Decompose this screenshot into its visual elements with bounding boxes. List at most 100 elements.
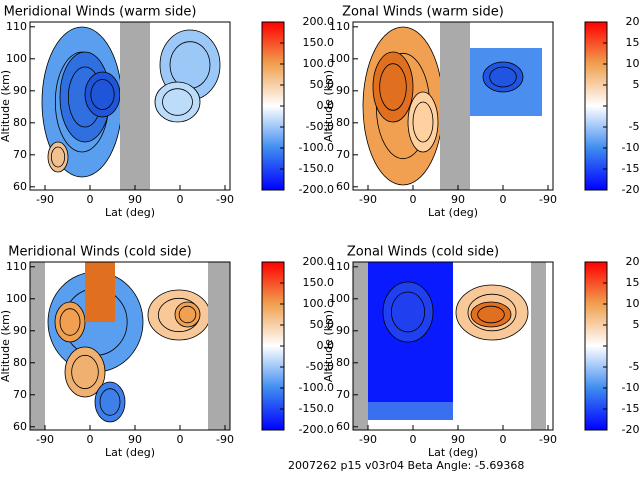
y-tick-label: 100 (329, 52, 350, 65)
y-tick-label: 60 (13, 180, 27, 193)
y-tick-label: 70 (13, 388, 27, 401)
colorbar-tick-label: -50.0 (306, 360, 334, 373)
contour-region (85, 262, 115, 322)
contour-region (64, 346, 106, 398)
x-tick-label: 90 (128, 433, 142, 446)
contour-line (489, 66, 517, 88)
contour-line (99, 388, 121, 416)
x-axis-label: Lat (deg) (428, 206, 478, 219)
colorbar-tick-label: -150.0 (622, 162, 640, 175)
x-axis-label: Lat (deg) (105, 206, 155, 219)
contour-region (372, 51, 414, 123)
colorbar-tick-label: 100.0 (626, 57, 640, 70)
colorbar-tick-label: -200.0 (299, 183, 334, 196)
x-tick-label: 0 (410, 193, 417, 206)
colorbar-tick-label: 50.0 (310, 318, 335, 331)
contour-region (407, 91, 439, 153)
x-tick-label: 0 (410, 433, 417, 446)
colorbar-tick-label: 100.0 (303, 297, 335, 310)
colorbar-tick-label: -200.0 (299, 423, 334, 436)
x-tick-label: 0 (177, 433, 184, 446)
x-tick-label: -90 (539, 433, 557, 446)
colorbar-tick-label: 150.0 (626, 36, 640, 49)
plot-frame (29, 21, 231, 191)
x-axis-label: Lat (deg) (428, 446, 478, 459)
contour-line (178, 305, 197, 324)
x-tick-label: -90 (359, 193, 377, 206)
footer: 2007262 p15 v03r04 Beta Angle: -5.69368 (288, 459, 524, 472)
contour-region (368, 402, 453, 420)
colorbar-tick-label: 150.0 (626, 276, 640, 289)
y-tick-label: 70 (336, 388, 350, 401)
x-tick-label: 90 (451, 193, 465, 206)
colorbar-tick-label: -200.0 (622, 183, 640, 196)
x-tick-label: -90 (36, 193, 54, 206)
contour-region (482, 61, 524, 93)
y-tick-label: 110 (6, 20, 27, 33)
y-tick-label: 90 (336, 324, 350, 337)
x-tick-label: -90 (36, 433, 54, 446)
contour-region (54, 301, 86, 343)
colorbar-tick-label: 100.0 (626, 297, 640, 310)
y-tick-label: 60 (13, 420, 27, 433)
y-tick-label: 110 (6, 260, 27, 273)
x-tick-label: 0 (177, 193, 184, 206)
contour-region (30, 262, 45, 430)
contour-region (531, 262, 546, 430)
y-tick-label: 100 (6, 52, 27, 65)
contour-line (467, 293, 517, 332)
x-tick-label: 90 (451, 433, 465, 446)
colorbar-tick-label: -100.0 (299, 141, 334, 154)
contour-region (94, 381, 126, 423)
x-tick-label: -90 (539, 193, 557, 206)
y-tick-label: 60 (336, 180, 350, 193)
contour-line (477, 305, 505, 324)
y-tick-label: 80 (13, 356, 27, 369)
chart-title: Meridional Winds (cold side) (8, 245, 191, 260)
colorbar-tick-label: 50.0 (310, 78, 335, 91)
contour-line (71, 354, 99, 390)
y-axis-label: Altitude (km) (322, 70, 335, 142)
contour-line (162, 88, 193, 116)
colorbar-tick-label: 100.0 (303, 57, 335, 70)
y-tick-label: 80 (336, 116, 350, 129)
chart-title: Zonal Winds (warm side) (342, 5, 504, 20)
x-axis-label: Lat (deg) (105, 446, 155, 459)
colorbar-tick-label: -100.0 (622, 381, 640, 394)
colorbar-tick-label: 150.0 (303, 36, 335, 49)
colorbar-tick-label: 50.0 (633, 318, 640, 331)
contour-region (47, 141, 69, 173)
y-tick-label: 80 (336, 356, 350, 369)
x-tick-label: 0 (87, 193, 94, 206)
colorbar-tick-label: -200.0 (622, 423, 640, 436)
y-tick-label: 100 (6, 292, 27, 305)
y-tick-label: 110 (329, 260, 350, 273)
y-tick-label: 60 (336, 420, 350, 433)
chart-title: Zonal Winds (cold side) (347, 245, 499, 260)
x-tick-label: -90 (216, 193, 234, 206)
colorbar-tick-label: -150.0 (299, 402, 334, 415)
contour-region (174, 301, 201, 328)
colorbar-tick-label: 0.0 (317, 339, 335, 352)
plot-frame (29, 261, 231, 431)
contour-region (382, 281, 434, 343)
x-tick-label: 0 (500, 193, 507, 206)
x-tick-label: 0 (500, 433, 507, 446)
contour-region (120, 22, 150, 190)
x-tick-label: -90 (359, 433, 377, 446)
colorbar-tick-label: 200.0 (626, 15, 640, 28)
contour-region (208, 262, 230, 430)
y-tick-label: 70 (336, 148, 350, 161)
colorbar-tick-label: -50.0 (629, 120, 640, 133)
colorbar-tick-label: 150.0 (303, 276, 335, 289)
contour-line (59, 308, 81, 336)
colorbar-tick-label: -50.0 (306, 120, 334, 133)
contour-region (353, 262, 368, 430)
y-tick-label: 90 (13, 84, 27, 97)
plot-frame (352, 261, 554, 431)
colorbar-tick-label: 200.0 (303, 255, 335, 268)
